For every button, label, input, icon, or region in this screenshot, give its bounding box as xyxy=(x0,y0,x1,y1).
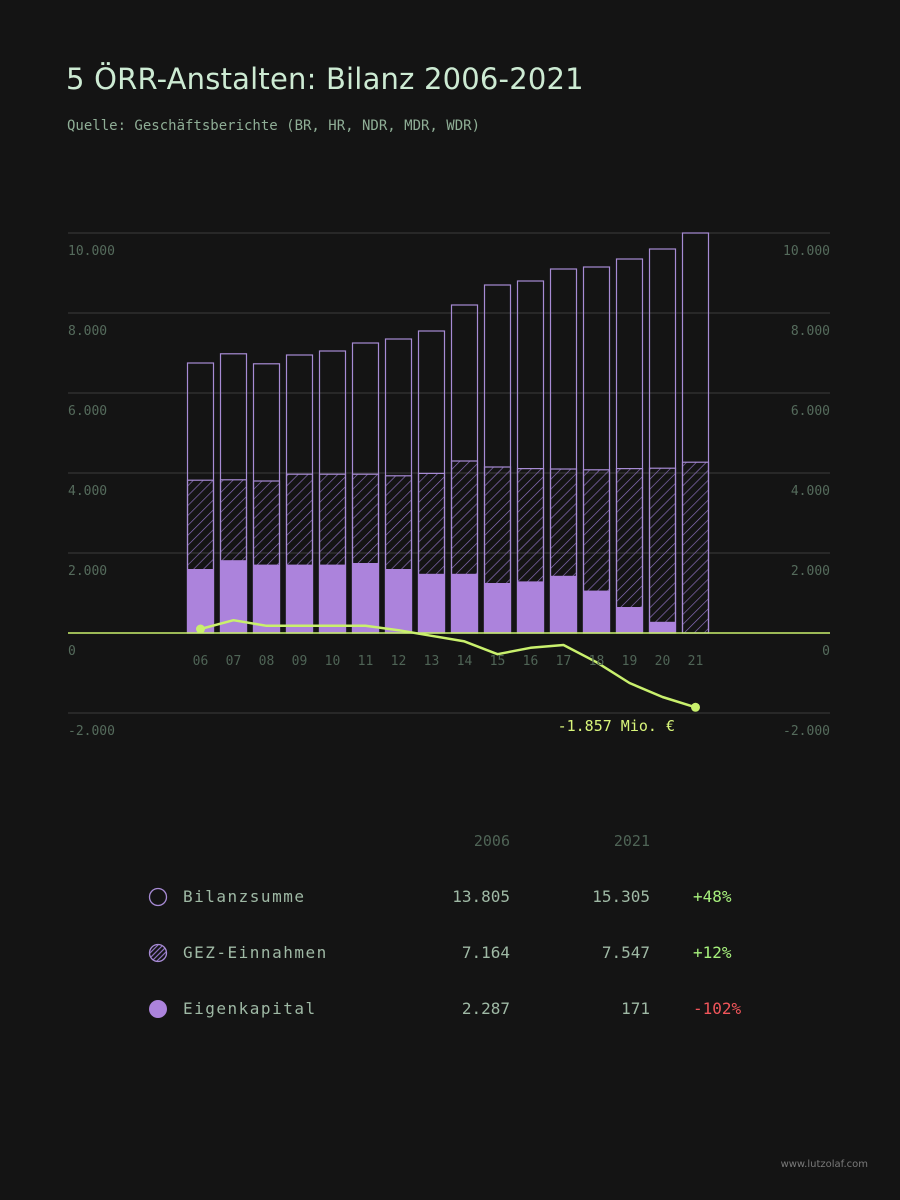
bar-eigenkapital xyxy=(352,563,379,633)
x-tick-label: 21 xyxy=(688,654,704,669)
row-value-2006: 2.287 xyxy=(461,999,510,1018)
table-row-bilanzsumme: Bilanzsumme 13.805 15.305 +48% xyxy=(0,883,900,913)
x-tick-label: 13 xyxy=(424,654,440,669)
row-value-2021: 171 xyxy=(621,999,650,1018)
bar-eigenkapital xyxy=(484,583,511,633)
row-change: +48% xyxy=(693,887,732,906)
x-tick-label: 15 xyxy=(490,654,506,669)
y-tick-label-right: 6.000 xyxy=(791,404,830,419)
y-tick-label-right: 8.000 xyxy=(791,324,830,339)
y-tick-label-left: 4.000 xyxy=(68,484,107,499)
line-end-point xyxy=(691,702,700,712)
bar-gez-einnahmen xyxy=(648,467,677,634)
y-tick-label-left: -2.000 xyxy=(68,724,115,739)
y-tick-label-right: 0 xyxy=(822,644,830,659)
table-row-eigenkapital: Eigenkapital 2.287 171 -102% xyxy=(0,995,900,1025)
row-label: Eigenkapital xyxy=(183,999,317,1018)
bar-gez-einnahmen xyxy=(615,468,644,634)
bar-eigenkapital xyxy=(286,564,313,633)
end-value-annotation: -1.857 Mio. € xyxy=(558,717,675,735)
x-tick-label: 09 xyxy=(292,654,308,669)
line-start-point xyxy=(196,624,205,634)
net-result-line xyxy=(200,618,696,709)
y-tick-label-right: -2.000 xyxy=(783,724,830,739)
x-tick-label: 19 xyxy=(622,654,638,669)
x-tick-label: 10 xyxy=(325,654,341,669)
balance-chart: 10.000 10.000 8.000 8.000 6.000 6.000 4.000 4.0… xyxy=(68,232,830,739)
row-value-2006: 13.805 xyxy=(452,887,510,906)
outline-circle-icon xyxy=(148,887,168,907)
y-tick-label-right: 10.000 xyxy=(783,244,830,259)
x-tick-label: 12 xyxy=(391,654,407,669)
row-value-2021: 7.547 xyxy=(601,943,650,962)
bar-eigenkapital xyxy=(319,564,346,633)
bar-eigenkapital xyxy=(418,573,445,633)
x-tick-label: 18 xyxy=(589,654,605,669)
y-tick-label-right: 4.000 xyxy=(791,484,830,499)
bar-gez-einnahmen xyxy=(681,461,710,634)
x-tick-label: 07 xyxy=(226,654,242,669)
x-tick-label: 20 xyxy=(655,654,671,669)
y-tick-label-left: 0 xyxy=(68,644,76,659)
chart-title: 5 ÖRR-Anstalten: Bilanz 2006-2021 xyxy=(66,62,584,96)
y-tick-label-left: 6.000 xyxy=(68,404,107,419)
x-tick-label: 16 xyxy=(523,654,539,669)
bar-eigenkapital xyxy=(187,569,214,633)
row-label: Bilanzsumme xyxy=(183,887,306,906)
y-tick-label-left: 8.000 xyxy=(68,324,107,339)
row-label: GEZ-Einnahmen xyxy=(183,943,328,962)
row-value-2021: 15.305 xyxy=(592,887,650,906)
bar-eigenkapital xyxy=(616,607,643,633)
row-change: -102% xyxy=(693,999,742,1018)
bar-eigenkapital xyxy=(253,564,280,633)
bar-eigenkapital xyxy=(583,590,610,633)
filled-circle-icon xyxy=(149,1000,167,1018)
bar-eigenkapital xyxy=(550,575,577,633)
bar-eigenkapital xyxy=(649,621,676,633)
y-tick-label-right: 2.000 xyxy=(791,564,830,579)
header-2006: 2006 xyxy=(473,832,510,850)
bar-eigenkapital xyxy=(451,573,478,633)
x-tick-label: 14 xyxy=(457,654,473,669)
footer-url: www.lutzolaf.com xyxy=(780,1159,868,1170)
row-change: +12% xyxy=(693,943,732,962)
y-tick-label-left: 2.000 xyxy=(68,564,107,579)
x-tick-label: 08 xyxy=(259,654,275,669)
x-tick-label: 17 xyxy=(556,654,572,669)
header-2021: 2021 xyxy=(613,832,650,850)
bar-eigenkapital xyxy=(517,581,544,633)
table-row-gez: GEZ-Einnahmen 7.164 7.547 +12% xyxy=(0,939,900,969)
row-value-2006: 7.164 xyxy=(461,943,510,962)
hatched-circle-icon xyxy=(148,943,168,963)
x-tick-label: 11 xyxy=(358,654,374,669)
y-tick-label-left: 10.000 xyxy=(68,244,115,259)
bar-eigenkapital xyxy=(385,569,412,633)
chart-subtitle: Quelle: Geschäftsberichte (BR, HR, NDR, … xyxy=(67,118,481,134)
x-tick-label: 06 xyxy=(193,654,209,669)
